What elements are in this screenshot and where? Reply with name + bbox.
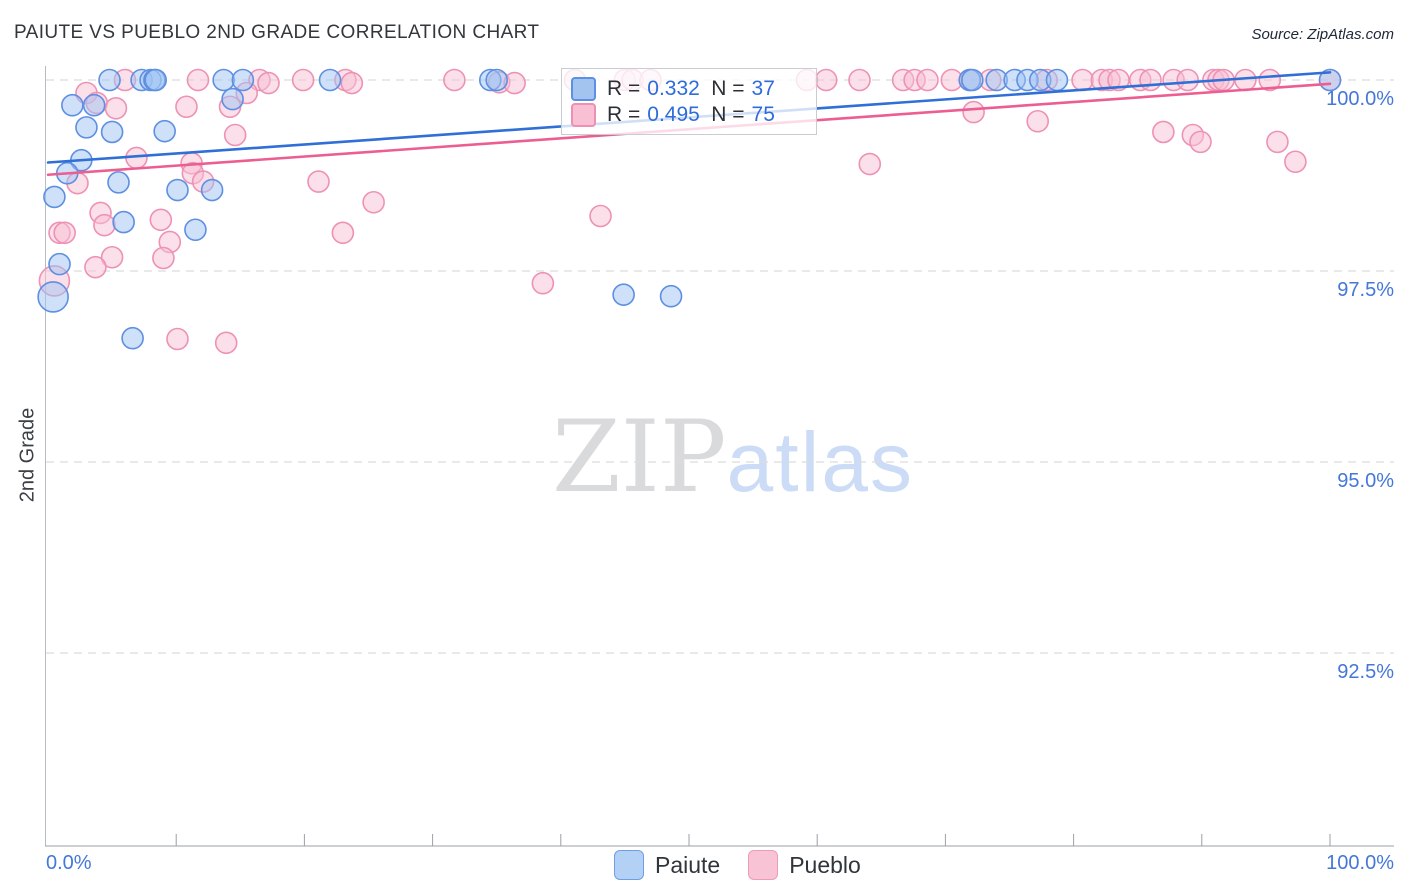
pueblo-point [589,204,612,228]
paiute-point [144,68,167,92]
pueblo-point [166,327,189,351]
pueblo-point [443,68,466,92]
n-label: N = [711,102,745,126]
r-value-paiute: 0.332 [647,76,700,100]
pueblo-point [916,68,939,92]
pueblo-point [1284,150,1307,174]
watermark-zip: ZIP [552,400,727,515]
y-tick-97-5: 97.5% [1337,279,1394,301]
pueblo-point [152,246,175,270]
pueblo-point [84,255,107,279]
paiute-point [37,281,69,313]
pueblo-point [186,68,210,92]
pueblo-point [53,221,76,245]
paiute-swatch-icon [614,850,644,880]
paiute-point [82,93,106,117]
pueblo-point [100,245,124,269]
pueblo-swatch-icon [748,850,779,880]
paiute-point [184,218,207,242]
paiute-point [212,68,235,92]
paiute-point [166,178,189,202]
pueblo-point [962,100,985,124]
pueblo-point [531,271,555,295]
pueblo-point [214,331,238,355]
pueblo-swatch-icon [571,102,596,127]
pueblo-point [104,96,128,120]
n-value-pueblo: 75 [751,102,775,126]
pueblo-point [257,71,280,95]
paiute-point [75,116,98,139]
paiute-legend-label: Paiute [655,851,721,878]
paiute-point [200,178,224,202]
y-tick-100: 100.0% [1326,88,1394,110]
pueblo-point [93,213,116,237]
pueblo-point [1258,68,1282,92]
y-tick-95: 95.0% [1337,470,1394,492]
pueblo-point [1071,68,1094,92]
pueblo-point [223,123,247,147]
pueblo-point [307,170,330,193]
paiute-point [221,87,244,111]
x-tick-0: 0.0% [46,852,92,874]
pueblo-point [1176,68,1199,92]
source-label: Source: ZipAtlas.com [1251,26,1394,43]
pueblo-point [1266,130,1289,154]
pueblo-point [1152,120,1175,144]
r-label: R = [607,102,641,126]
n-value-paiute: 37 [751,76,775,100]
n-label: N = [711,76,745,100]
pueblo-legend-label: Pueblo [789,851,861,878]
pueblo-point [1026,109,1050,133]
pueblo-point [340,71,364,95]
paiute-point [48,252,71,276]
legend-row-paiute: R = 0.332 N = 37 [571,76,807,101]
pueblo-point [362,190,385,214]
y-axis-title: 2nd Grade [16,407,39,503]
correlation-legend-panel: R = 0.332 N = 37 R = 0.495 N = 75 [561,68,817,135]
paiute-point [485,68,509,92]
paiute-point [112,210,135,234]
paiute-point [612,283,635,306]
pueblo-point [291,68,315,92]
paiute-swatch-icon [571,76,596,101]
paiute-point [1045,68,1069,92]
r-value-pueblo: 0.495 [647,102,700,126]
paiute-point [107,171,130,194]
paiute-point [961,68,984,92]
paiute-point [98,68,121,92]
pueblo-point [848,68,871,92]
series-legend: Paiute Pueblo [614,850,889,880]
paiute-point [100,120,124,144]
x-tick-100: 100.0% [1326,852,1394,874]
zipatlas-watermark: ZIPatlas [552,400,914,515]
paiute-point [318,68,342,92]
pueblo-point [1189,130,1212,154]
pueblo-point [149,208,173,232]
paiute-point [43,185,66,209]
paiute-point [231,68,255,92]
pueblo-point [1139,68,1162,92]
page-title: PAIUTE VS PUEBLO 2ND GRADE CORRELATION C… [14,22,540,43]
pueblo-point [858,152,882,176]
r-label: R = [607,76,641,100]
paiute-point [153,119,176,143]
paiute-point [121,326,144,350]
paiute-point [61,93,84,117]
pueblo-point [175,95,198,119]
pueblo-point [814,68,838,92]
paiute-point [659,284,683,308]
legend-row-pueblo: R = 0.495 N = 75 [571,102,807,127]
pueblo-point [331,221,355,245]
y-tick-92-5: 92.5% [1337,661,1394,683]
